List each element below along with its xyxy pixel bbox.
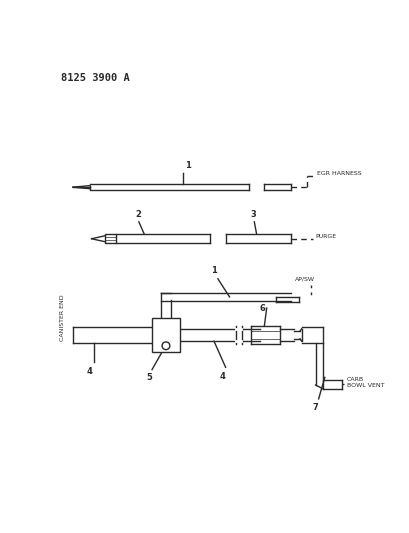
Text: EGR HARNESS: EGR HARNESS <box>316 171 361 176</box>
Text: AP/SW: AP/SW <box>294 276 314 281</box>
Text: 4: 4 <box>87 367 93 376</box>
Circle shape <box>162 342 169 350</box>
Text: BOWL VENT: BOWL VENT <box>346 383 383 389</box>
Text: CARB: CARB <box>346 377 363 382</box>
Text: 4: 4 <box>219 372 225 381</box>
Text: 6: 6 <box>259 304 265 313</box>
Text: 3: 3 <box>250 209 256 219</box>
Text: CANISTER END: CANISTER END <box>59 295 65 341</box>
Text: 8125 3900 A: 8125 3900 A <box>61 73 129 83</box>
Bar <box>105 234 116 244</box>
Text: 5: 5 <box>146 374 151 383</box>
Text: 7: 7 <box>312 403 318 412</box>
Text: 2: 2 <box>135 209 140 219</box>
Text: PURGE: PURGE <box>315 234 336 239</box>
Bar <box>152 318 180 352</box>
Text: 1: 1 <box>210 266 216 275</box>
Text: 1: 1 <box>184 161 190 170</box>
